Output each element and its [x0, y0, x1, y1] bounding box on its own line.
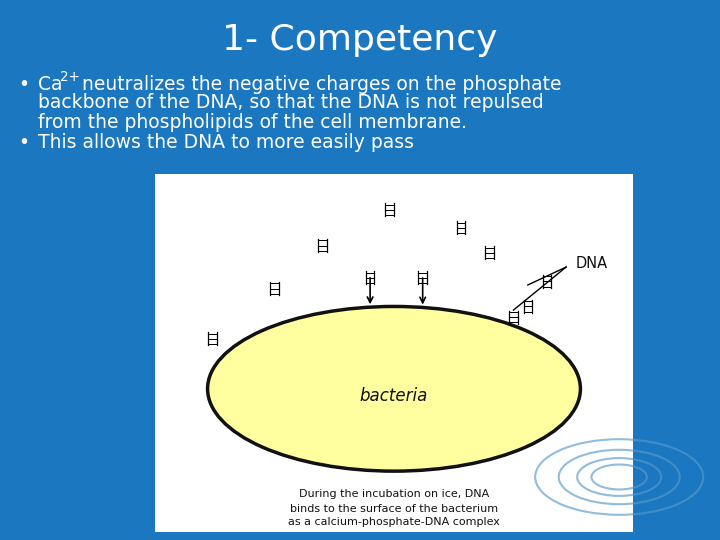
Text: This allows the DNA to more easily pass: This allows the DNA to more easily pass [38, 133, 414, 152]
Text: During the incubation on ice, DNA: During the incubation on ice, DNA [299, 489, 489, 500]
Text: 2+: 2+ [60, 70, 80, 84]
Ellipse shape [207, 307, 580, 471]
Text: Ca: Ca [38, 75, 63, 93]
Text: •: • [18, 133, 29, 152]
Bar [155, 174, 633, 532]
Text: neutralizes the negative charges on the phosphate: neutralizes the negative charges on the … [76, 75, 562, 93]
Text: bacteria: bacteria [360, 387, 428, 405]
Text: binds to the surface of the bacterium: binds to the surface of the bacterium [290, 504, 498, 514]
Text: •: • [18, 75, 29, 93]
Text: backbone of the DNA, so that the DNA is not repulsed: backbone of the DNA, so that the DNA is … [38, 93, 544, 112]
Text: 1- Competency: 1- Competency [222, 23, 498, 57]
Text: DNA: DNA [576, 256, 608, 271]
Text: as a calcium-phosphate-DNA complex: as a calcium-phosphate-DNA complex [288, 517, 500, 527]
Text: from the phospholipids of the cell membrane.: from the phospholipids of the cell membr… [38, 112, 467, 132]
